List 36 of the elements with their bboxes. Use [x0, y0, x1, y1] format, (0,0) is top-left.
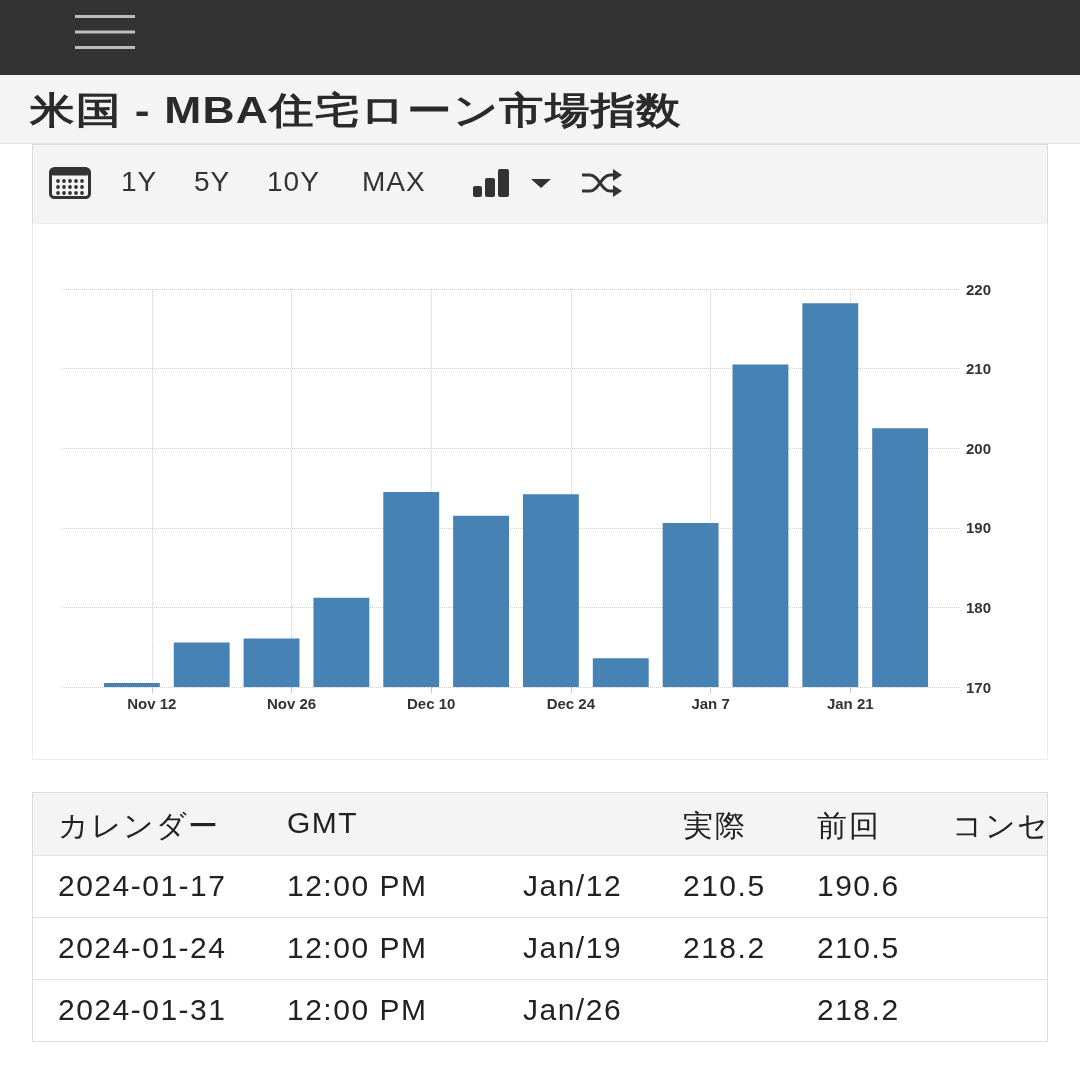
category-label: 前回	[817, 808, 880, 844]
text: 218.2	[817, 993, 900, 1026]
category-label: カレンダー	[58, 808, 220, 844]
text: 12:00 PM	[287, 931, 428, 964]
chart-title: 米国 - MBA住宅ローン市場指数	[30, 89, 682, 133]
text: 10Y	[267, 166, 320, 198]
x-tick-label: Jan 21	[826, 695, 874, 712]
category-label: 実際	[683, 808, 746, 844]
text: 5Y	[194, 166, 231, 198]
text: Jan/19	[523, 931, 623, 964]
text: 12:00 PM	[287, 869, 428, 902]
x-tick-label: Nov 26	[266, 695, 317, 712]
text: Jan/26	[523, 993, 623, 1026]
text: Jan/12	[523, 869, 623, 902]
y-tick-label: 190	[966, 519, 992, 537]
text: 2024-01-24	[58, 931, 227, 964]
text: 1Y	[121, 166, 158, 198]
text: 190.6	[817, 869, 900, 902]
x-tick-label: Dec 24	[546, 695, 596, 712]
text: 210.5	[817, 931, 900, 964]
category-label: GMT	[287, 806, 359, 840]
y-tick-label: 220	[966, 280, 992, 298]
text: 12:00 PM	[287, 993, 428, 1026]
y-tick-label: 180	[966, 598, 992, 616]
x-tick-label: Dec 10	[406, 695, 456, 712]
y-tick-label: 170	[966, 678, 992, 696]
category-label: コンセ	[952, 808, 1050, 844]
text: MAX	[362, 166, 426, 198]
x-tick-label: Jan 7	[691, 695, 730, 712]
text: 2024-01-17	[58, 869, 227, 902]
text: 2024-01-31	[58, 993, 227, 1026]
text: 218.2	[683, 931, 766, 964]
y-tick-label: 210	[966, 360, 992, 378]
y-tick-label: 200	[966, 439, 992, 457]
x-tick-label: Nov 12	[127, 695, 177, 712]
text: 210.5	[683, 869, 766, 902]
